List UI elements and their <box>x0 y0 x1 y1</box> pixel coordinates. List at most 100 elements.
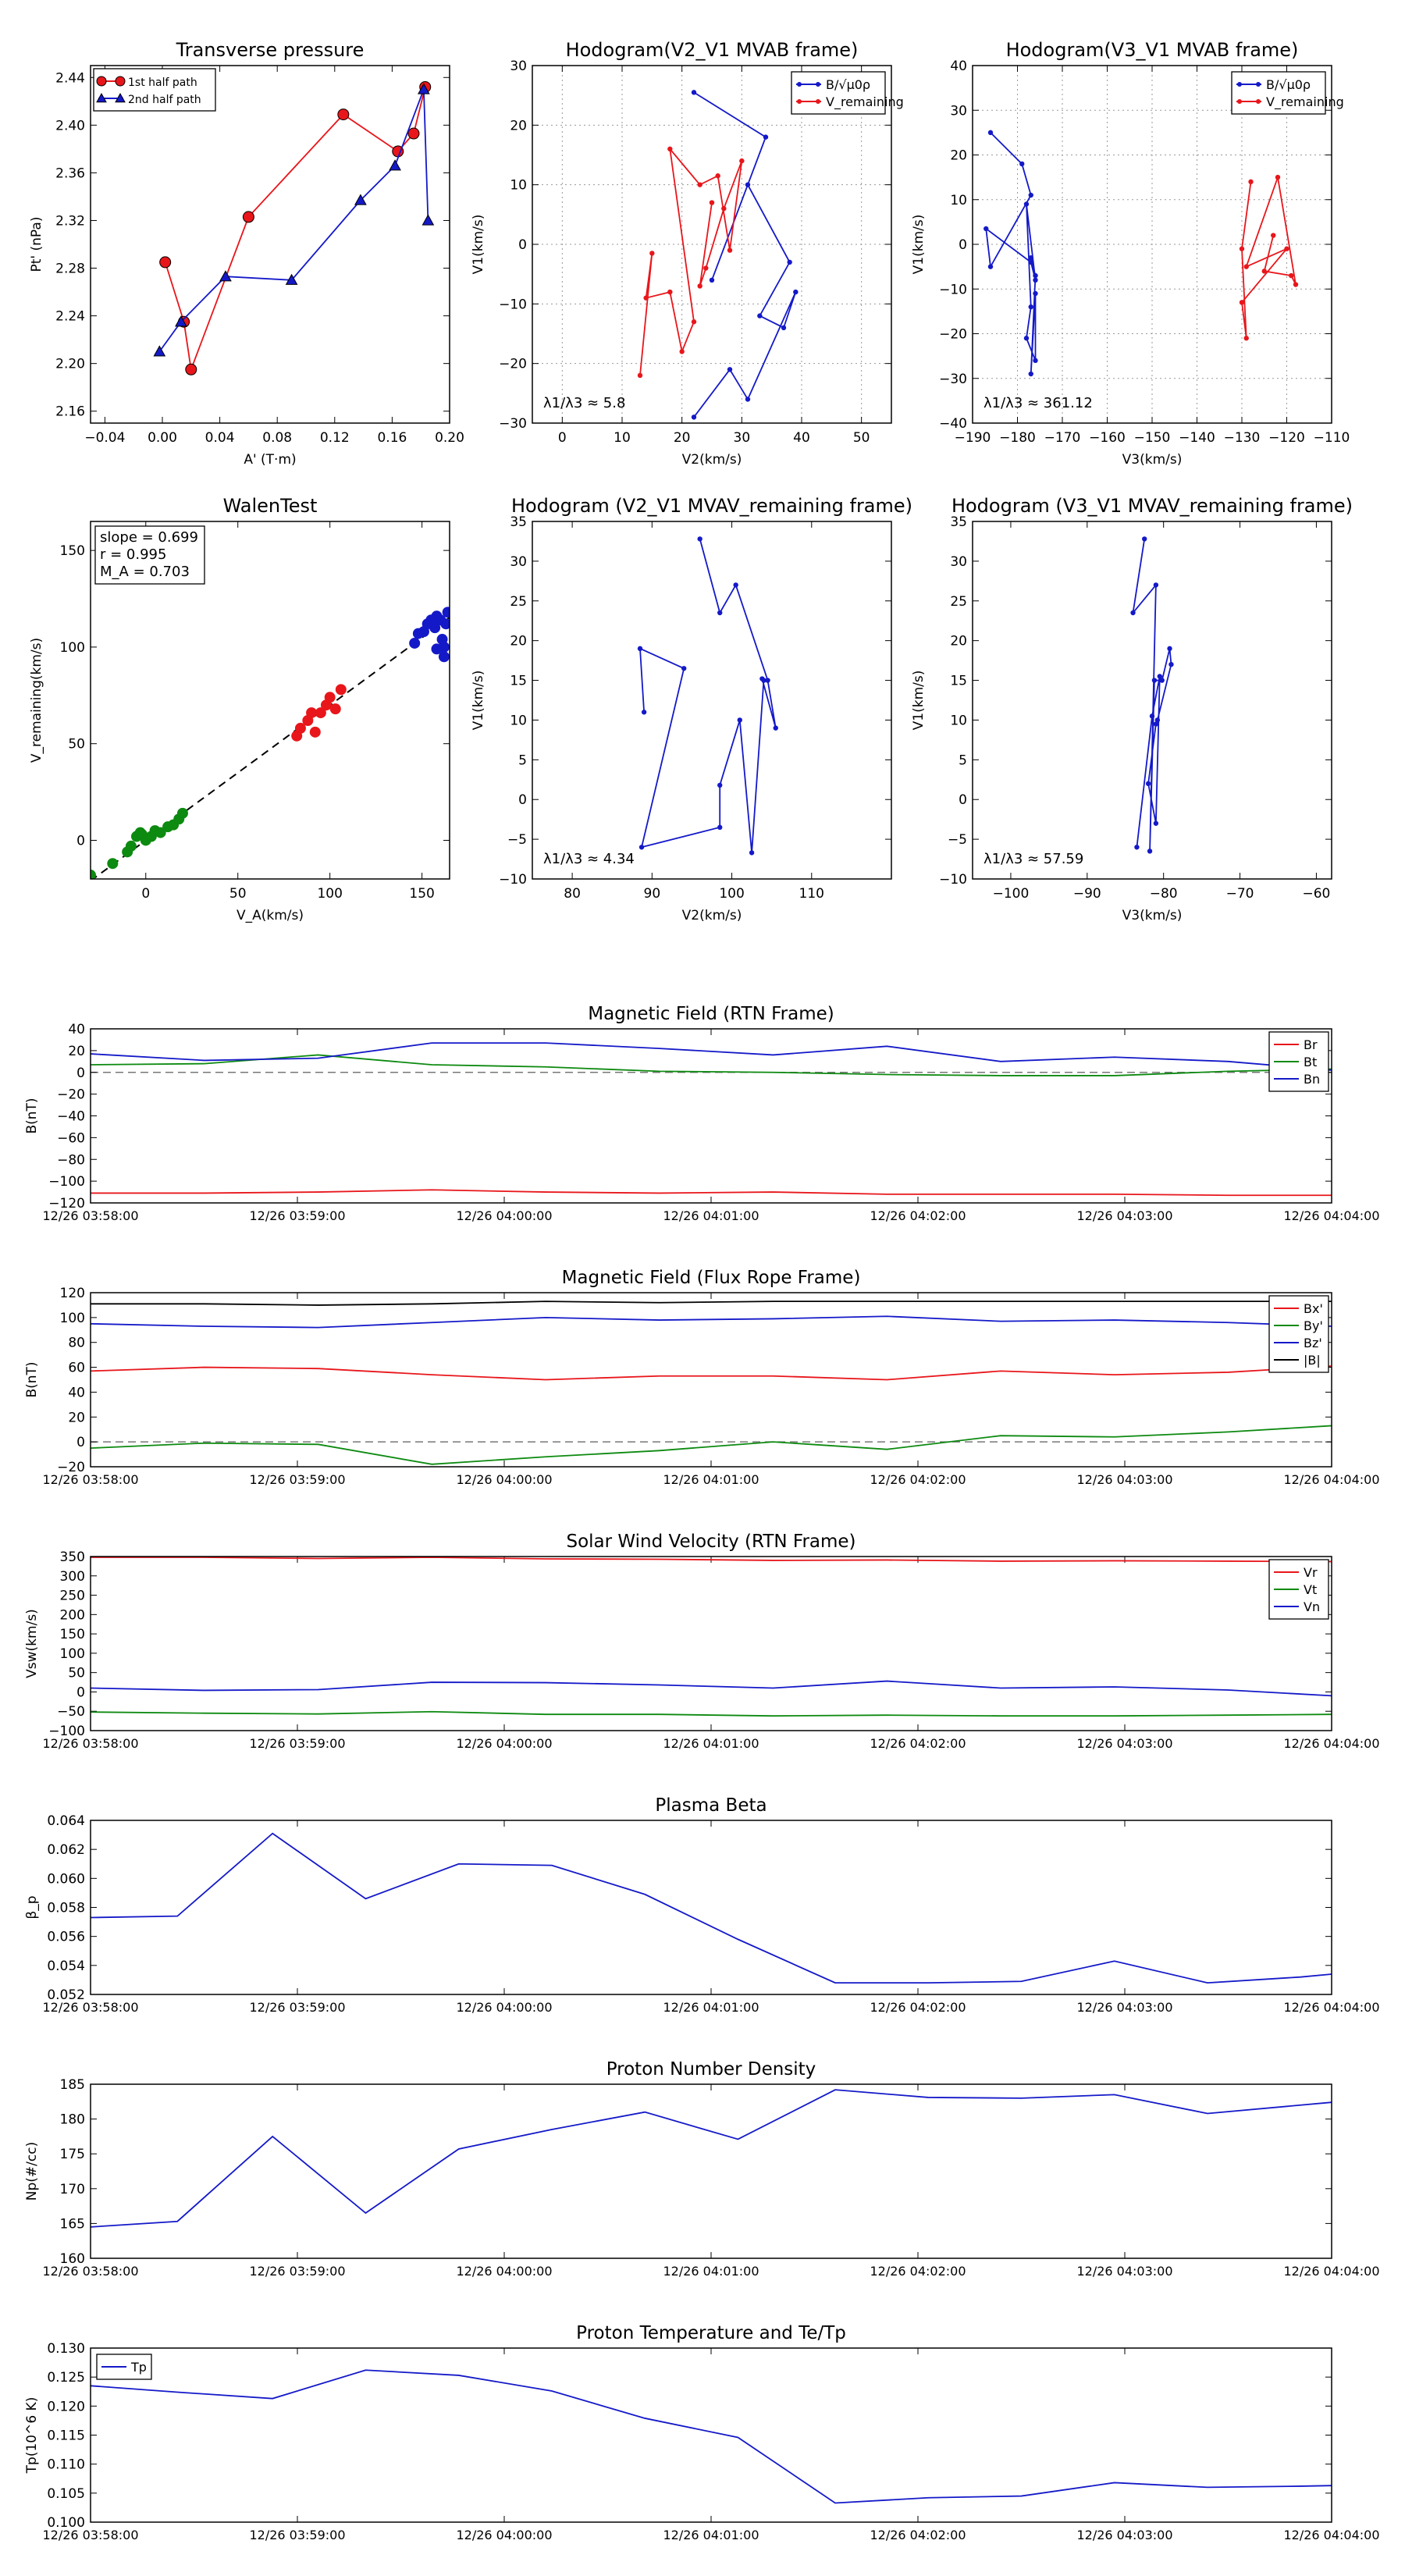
transverse-series-1st-half-path-point <box>242 211 254 223</box>
velocity-xtick-label: 12/26 03:59:00 <box>249 1736 345 1751</box>
hodo4-ytick-label: 0 <box>959 792 967 808</box>
hodo3-series-b-point <box>638 845 645 850</box>
hodo2-series-v-remaining-point <box>1261 269 1267 274</box>
hodo2-ytick-label: −40 <box>939 416 967 432</box>
bfield_rtn-ytick-label: −80 <box>57 1152 85 1168</box>
walen-series-blue-point <box>442 607 450 618</box>
walen-stat-1: r = 0.995 <box>100 546 166 563</box>
hodo4-frame <box>972 521 1332 880</box>
hodo4-series-b-point <box>1154 717 1161 723</box>
transverse-xtick-label: 0.12 <box>320 430 350 446</box>
hodo1-series-b-0--point <box>763 134 769 140</box>
velocity-legend-label: Vn <box>1304 1599 1320 1614</box>
bfield_fr-ytick-label: −20 <box>57 1460 85 1475</box>
hodo3-frame <box>532 521 892 880</box>
walen-series-green-point <box>125 840 137 852</box>
density-ytick-label: 185 <box>60 2077 85 2093</box>
bfield_fr-chart: Magnetic Field (Flux Rope Frame) −20 0 20 40… <box>24 1268 1380 1487</box>
hodo1-frame <box>532 65 892 424</box>
velocity-series-vt-line <box>91 1710 1332 1717</box>
transverse-legend-marker <box>96 92 107 103</box>
walen-series-red-point <box>294 722 306 734</box>
bfield_fr-series--b--line <box>91 1300 1332 1306</box>
temperature-xtick-label: 12/26 03:59:00 <box>249 2528 345 2542</box>
hodo2-xtick-label: −160 <box>1089 430 1126 446</box>
hodo3-annotation: λ1/λ3 ≈ 4.34 <box>543 851 635 867</box>
beta-ytick-label: 0.064 <box>47 1813 85 1829</box>
hodo1-series-b-0--point <box>787 259 792 265</box>
hodo4-series-b-point <box>1149 713 1155 719</box>
bfield_rtn-ytick-label: 40 <box>68 1022 85 1037</box>
hodo4-xtick-label: −90 <box>1073 886 1101 902</box>
bfield_rtn-ytick-label: −60 <box>57 1130 85 1146</box>
hodo2-ytick-label: −10 <box>939 282 967 297</box>
hodo2-ylabel: V1(km/s) <box>911 215 927 275</box>
transverse-series-2nd-half-path-point <box>422 214 435 226</box>
transverse-series-1st-half-path-point <box>407 127 420 140</box>
bfield_fr-xtick-label: 12/26 04:04:00 <box>1283 1472 1379 1487</box>
hodo4-ytick-label: −5 <box>948 832 967 848</box>
hodo4-xtick-label: −80 <box>1150 886 1178 902</box>
hodo2-xtick-label: −180 <box>999 430 1036 446</box>
velocity-ytick-label: 50 <box>68 1666 85 1681</box>
beta-ytick-label: 0.062 <box>47 1842 85 1858</box>
transverse-xtick-label: −0.04 <box>84 430 125 446</box>
beta-frame <box>90 1820 1332 1995</box>
velocity-ytick-label: 0 <box>76 1685 85 1700</box>
hodo3-series-b-point <box>759 676 765 681</box>
density-xtick-label: 12/26 03:59:00 <box>249 2264 345 2279</box>
bfield_fr-ytick-label: 100 <box>60 1311 85 1326</box>
temperature-xtick-label: 12/26 04:04:00 <box>1283 2528 1379 2542</box>
hodo2-xlabel: V3(km/s) <box>1122 452 1183 468</box>
hodo3-xlabel: V2(km/s) <box>682 908 742 923</box>
temperature-xtick-label: 12/26 04:00:00 <box>456 2528 552 2542</box>
hodo1-title: Hodogram(V2_V1 MVAB frame) <box>566 39 859 61</box>
hodo2-series-b-0--point <box>1028 254 1033 261</box>
velocity-legend-label: Vr <box>1304 1565 1318 1580</box>
velocity-xtick-label: 12/26 04:04:00 <box>1283 1736 1379 1751</box>
hodo2-series-b-0--point <box>1028 371 1033 377</box>
density-xtick-label: 12/26 03:58:00 <box>42 2264 138 2279</box>
hodo1-ylabel: V1(km/s) <box>471 215 486 275</box>
density-ytick-label: 180 <box>60 2112 85 2128</box>
hodo3-series-b-point <box>717 610 723 616</box>
velocity-chart: Solar Wind Velocity (RTN Frame) −100 −50 0 5… <box>24 1532 1380 1751</box>
beta-title: Plasma Beta <box>655 1795 767 1816</box>
velocity-xtick-label: 12/26 04:00:00 <box>456 1736 552 1751</box>
hodo3-ylabel: V1(km/s) <box>471 671 486 731</box>
hodo3-xtick-label: 80 <box>564 886 581 902</box>
transverse-series-2nd-half-path-point <box>175 315 187 327</box>
temperature-xtick-label: 12/26 03:58:00 <box>42 2528 138 2542</box>
transverse-series-1st-half-path-point <box>185 363 197 375</box>
hodo1-series-b-0--point <box>745 182 751 187</box>
transverse-series-2nd-half-path-line <box>158 89 429 352</box>
beta-xtick-label: 12/26 04:04:00 <box>1283 2000 1379 2015</box>
hodo2-ytick-label: 10 <box>950 193 967 208</box>
hodo2-series-b-0--point <box>1028 192 1033 198</box>
bfield_rtn-ytick-label: −120 <box>48 1196 85 1212</box>
hodo4-series-b-point <box>1153 721 1159 727</box>
walen-series-red-point <box>335 684 347 696</box>
velocity-ylabel: Vsw(km/s) <box>24 1609 40 1678</box>
velocity-xtick-label: 12/26 04:02:00 <box>870 1736 966 1751</box>
walen-series-green-point <box>176 807 188 819</box>
velocity-legend-label: Vt <box>1304 1582 1317 1597</box>
walen-series-red-point <box>324 692 336 703</box>
hodo2-legend-marker <box>1256 82 1261 87</box>
bfield_rtn-xtick-label: 12/26 04:02:00 <box>870 1208 966 1223</box>
hodo1-series-v-remaining-point <box>715 173 720 179</box>
walen-frame <box>90 521 450 880</box>
hodo1-series-v-remaining-point <box>697 182 702 187</box>
transverse-legend-marker <box>115 92 126 103</box>
bfield_rtn-xtick-label: 12/26 04:01:00 <box>663 1208 759 1223</box>
beta-xtick-label: 12/26 04:01:00 <box>663 2000 759 2015</box>
hodo2-series-b-0--point <box>1028 259 1033 265</box>
hodo2-series-b-0--point <box>1033 290 1038 297</box>
temperature-ytick-label: 0.125 <box>47 2370 85 2386</box>
transverse-ytick-label: 2.36 <box>55 165 85 181</box>
beta-xtick-label: 12/26 04:02:00 <box>870 2000 966 2015</box>
transverse-xtick-label: 0.00 <box>148 430 177 446</box>
beta-ytick-label: 0.052 <box>47 1987 85 2003</box>
hodo1-series-v-remaining-point <box>643 295 649 301</box>
hodo4-xlabel: V3(km/s) <box>1122 908 1183 923</box>
